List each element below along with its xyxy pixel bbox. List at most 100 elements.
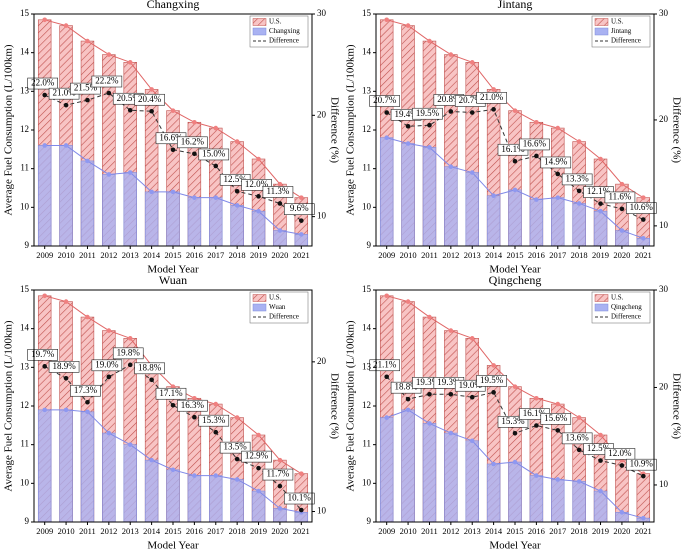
city-point xyxy=(448,430,454,436)
difference-point xyxy=(427,392,432,397)
us-point xyxy=(234,139,240,144)
city-point xyxy=(256,488,261,494)
data-label-box xyxy=(70,82,101,95)
data-label: 14.9% xyxy=(544,157,568,167)
difference-point xyxy=(42,92,47,98)
y2-tick-label: 20 xyxy=(317,356,327,366)
data-label: 15.3% xyxy=(202,415,226,425)
difference-point xyxy=(127,107,133,113)
x-tick-label: 2014 xyxy=(143,526,161,536)
city-point xyxy=(491,461,496,467)
city-bar xyxy=(422,147,437,247)
city-bar xyxy=(209,197,223,247)
data-label-box xyxy=(91,359,123,372)
city-point xyxy=(405,407,411,413)
city-bar xyxy=(551,197,565,247)
x-axis-title: Model Year xyxy=(147,540,199,549)
y-tick-label: 10 xyxy=(362,477,372,487)
x-tick-label: 2016 xyxy=(528,526,545,536)
difference-point xyxy=(555,428,561,433)
x-tick-label: 2016 xyxy=(186,526,203,536)
us-point xyxy=(256,432,261,438)
city-point xyxy=(491,193,496,199)
city-bar xyxy=(187,197,202,247)
difference-point xyxy=(534,153,539,159)
data-label-box xyxy=(198,148,230,161)
city-bar xyxy=(144,459,159,523)
city-point xyxy=(555,195,561,200)
x-tick-label: 2010 xyxy=(58,250,75,260)
x-tick-label: 2015 xyxy=(165,526,182,536)
city-point xyxy=(641,515,646,521)
city-point xyxy=(469,170,475,175)
city-bar xyxy=(123,444,137,523)
data-label-box xyxy=(91,75,123,88)
city-point xyxy=(42,143,47,148)
data-label-box xyxy=(284,203,315,215)
us-point xyxy=(427,38,432,44)
us-point xyxy=(213,401,219,407)
us-point xyxy=(619,181,625,187)
city-bar xyxy=(59,145,73,247)
difference-point xyxy=(85,399,90,405)
city-point xyxy=(192,473,197,478)
data-label: 19.8% xyxy=(117,347,141,357)
x-tick-label: 2013 xyxy=(122,526,139,536)
city-point xyxy=(149,457,154,463)
x-tick-label: 2014 xyxy=(143,250,161,260)
difference-point xyxy=(192,414,197,420)
city-point xyxy=(619,510,625,515)
legend-swatch xyxy=(594,18,609,26)
legend-label: Qingcheng xyxy=(611,303,642,311)
data-label: 19.0% xyxy=(95,359,119,369)
city-bar xyxy=(465,440,479,523)
data-label-box xyxy=(262,186,294,198)
us-point xyxy=(555,401,561,407)
y-tick-label: 10 xyxy=(20,201,30,211)
data-label-box xyxy=(262,468,294,481)
data-label-box xyxy=(241,179,272,191)
city-bar xyxy=(379,417,394,523)
difference-point xyxy=(256,194,261,199)
y2-tick-label: 10 xyxy=(317,506,327,516)
y-tick-label: 11 xyxy=(362,163,371,173)
city-bar xyxy=(401,409,415,523)
city-bar xyxy=(486,463,501,523)
data-label: 10.6% xyxy=(630,202,654,212)
city-point xyxy=(534,473,539,478)
difference-point xyxy=(491,107,496,112)
data-label: 12.0% xyxy=(245,179,269,189)
data-label: 15.6% xyxy=(544,413,568,423)
x-tick-label: 2018 xyxy=(571,526,588,536)
us-point xyxy=(127,60,133,65)
data-label-box xyxy=(369,359,400,372)
x-tick-label: 2021 xyxy=(635,250,652,260)
city-bar xyxy=(209,475,223,523)
city-point xyxy=(213,473,219,478)
data-label-box xyxy=(219,441,251,454)
legend-swatch xyxy=(594,27,609,36)
x-tick-label: 2013 xyxy=(464,250,481,260)
data-label: 16.1% xyxy=(523,408,547,418)
data-label: 19.3% xyxy=(437,377,461,387)
x-tick-label: 2011 xyxy=(421,250,438,260)
y-tick-label: 14 xyxy=(20,47,30,57)
x-tick-label: 2016 xyxy=(528,250,545,260)
data-label: 20.7% xyxy=(459,95,483,105)
us-point xyxy=(576,139,582,144)
y-tick-label: 15 xyxy=(20,284,30,294)
y2-tick-label: 20 xyxy=(659,382,669,392)
difference-point xyxy=(149,108,154,114)
us-point xyxy=(42,293,47,299)
data-label-box xyxy=(604,191,636,204)
data-label: 20.5% xyxy=(117,93,141,103)
city-point xyxy=(619,228,625,233)
city-bar xyxy=(444,166,458,247)
city-point xyxy=(576,479,582,484)
x-tick-label: 2021 xyxy=(293,250,310,260)
us-point xyxy=(405,299,411,304)
city-point xyxy=(277,228,283,233)
city-bar xyxy=(102,174,116,247)
data-label-box xyxy=(284,492,315,505)
difference-point xyxy=(534,423,539,428)
